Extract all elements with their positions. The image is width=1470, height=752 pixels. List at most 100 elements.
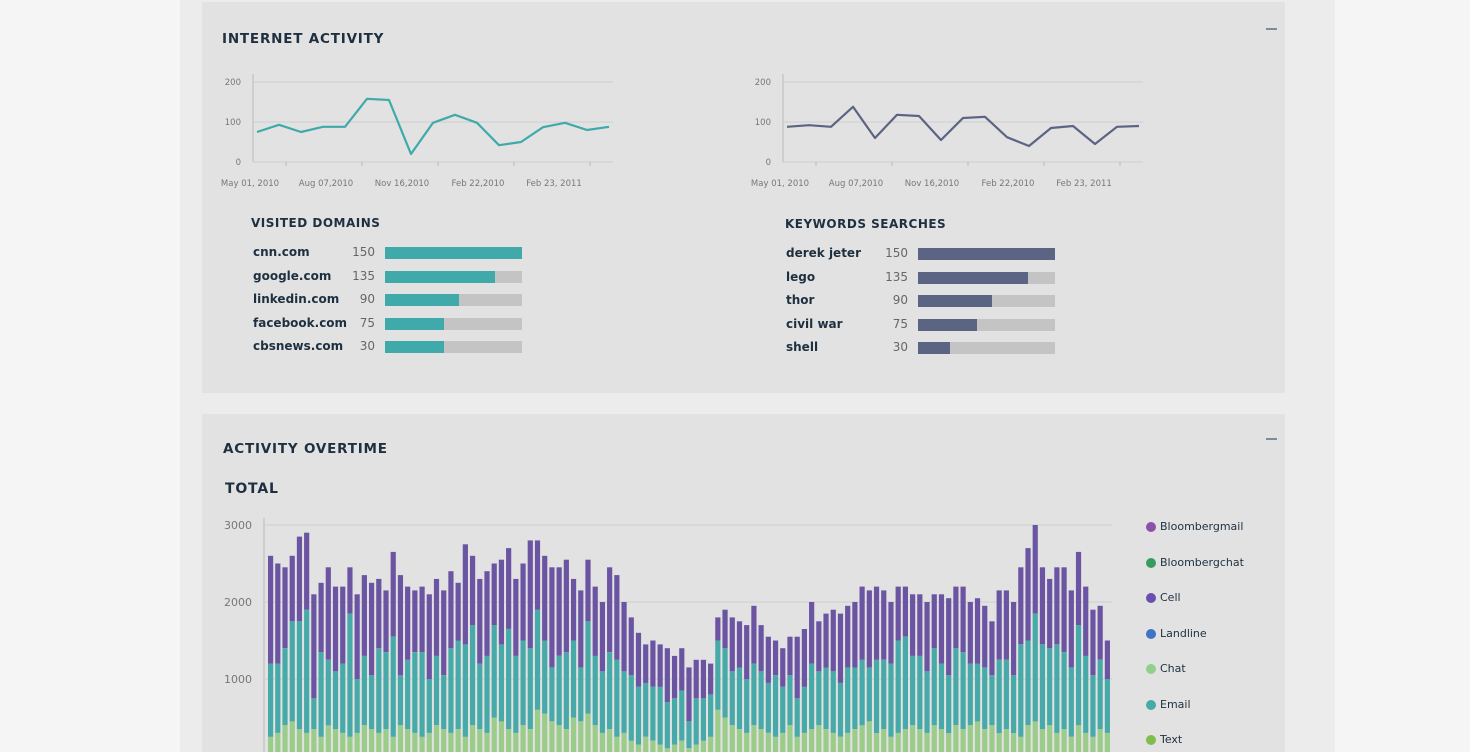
- bar-segment-cell: [1011, 602, 1017, 676]
- bar-segment-email: [520, 640, 526, 726]
- bar-segment-email: [390, 636, 396, 737]
- bar-segment-text: [592, 725, 598, 752]
- bar-segment-text: [801, 732, 807, 752]
- bar-segment-email: [881, 659, 887, 730]
- bar-segment-text: [780, 732, 786, 752]
- bar-segment-text: [318, 736, 324, 752]
- bar-segment-text: [534, 709, 541, 752]
- keyword-row: derek jeter 150: [786, 246, 1066, 262]
- bar-segment-email: [462, 644, 468, 737]
- bar-segment-text: [1018, 736, 1024, 752]
- bar-segment-text: [859, 725, 865, 752]
- domain-value: 30: [359, 339, 375, 354]
- keyword-bar-fill: [918, 318, 977, 331]
- legend-label: Bloombergchat: [1160, 555, 1244, 569]
- bar-segment-email: [845, 667, 851, 733]
- bar-segment-email: [275, 663, 281, 733]
- bar-segment-text: [506, 729, 512, 752]
- right-chart-x-tick: Aug 07,2010: [829, 179, 883, 189]
- bar-segment-text: [794, 736, 800, 752]
- internet-activity-panel: [202, 2, 1285, 393]
- domain-bar-fill: [385, 247, 522, 259]
- bar-segment-email: [542, 640, 548, 714]
- bar-segment-email: [1039, 644, 1046, 730]
- bar-segment-cell: [498, 559, 505, 645]
- bar-segment-email: [837, 682, 844, 737]
- bar-segment-cell: [347, 567, 353, 614]
- bar-segment-email: [614, 659, 620, 737]
- bar-segment-text: [412, 732, 418, 752]
- domain-value: 75: [359, 315, 375, 330]
- keyword-name: thor: [786, 293, 815, 308]
- bar-segment-cell: [960, 586, 966, 653]
- bar-segment-email: [433, 655, 440, 726]
- bar-segment-email: [607, 652, 613, 730]
- bar-segment-email: [1075, 625, 1082, 726]
- bar-segment-email: [917, 655, 923, 730]
- bar-segment-text: [657, 744, 663, 752]
- activity-overtime-stacked-bar-chart: 3000 2000 1000: [224, 518, 1112, 752]
- bar-segment-text: [1061, 729, 1067, 752]
- keyword-value: 75: [892, 316, 908, 331]
- bar-segment-cell: [412, 590, 418, 652]
- bar-segment-cell: [268, 555, 274, 664]
- keyword-value: 135: [885, 269, 908, 284]
- keyword-name: civil war: [786, 316, 843, 331]
- bar-segment-text: [1068, 736, 1074, 752]
- bar-segment-email: [671, 698, 678, 745]
- right-chart-x-tick: Feb 23, 2011: [1056, 179, 1112, 189]
- bar-segment-cell: [1054, 567, 1060, 645]
- keyword-name: derek jeter: [786, 246, 861, 260]
- bar-segment-cell: [368, 582, 375, 676]
- bar-segment-cell: [1047, 578, 1053, 649]
- bar-segment-text: [376, 732, 382, 752]
- legend-label: Chat: [1160, 662, 1186, 675]
- bar-segment-email: [282, 648, 288, 726]
- left-chart-x-tick: Nov 16,2010: [375, 179, 429, 189]
- bar-segment-email: [823, 667, 829, 729]
- bar-segment-text: [823, 729, 829, 752]
- bar-segment-email: [780, 686, 786, 733]
- bar-segment-cell: [765, 636, 771, 683]
- bar-segment-text: [744, 732, 750, 752]
- bar-segment-text: [289, 721, 295, 752]
- keyword-row: lego 135: [786, 270, 1066, 286]
- bar-segment-email: [722, 648, 728, 718]
- bar-segment-cell: [830, 609, 836, 672]
- bar-segment-text: [282, 725, 288, 752]
- bar-segment-cell: [304, 532, 310, 610]
- bar-segment-email: [1097, 659, 1103, 730]
- domain-value: 90: [359, 292, 375, 307]
- right-chart-y-tick: 0: [766, 158, 771, 168]
- collapse-internet-activity-icon[interactable]: [1266, 28, 1277, 30]
- bar-segment-email: [419, 652, 425, 737]
- bar-segment-email: [1083, 655, 1089, 733]
- bar-segment-cell: [1097, 605, 1103, 660]
- bar-segment-cell: [332, 586, 339, 672]
- bar-segment-text: [275, 732, 281, 752]
- bar-segment-email: [318, 652, 324, 737]
- bar-segment-email: [693, 698, 699, 745]
- bar-segment-email: [332, 671, 339, 730]
- bar-segment-cell: [1075, 551, 1082, 626]
- keyword-value: 30: [892, 340, 908, 355]
- bar-segment-cell: [607, 567, 613, 652]
- bar-segment-text: [852, 729, 858, 752]
- bar-segment-text: [1025, 725, 1031, 752]
- bar-segment-email: [268, 663, 274, 737]
- bar-segment-cell: [1039, 567, 1046, 645]
- bar-segment-email: [650, 686, 656, 741]
- collapse-activity-overtime-icon[interactable]: [1266, 438, 1277, 440]
- bar-segment-text: [960, 729, 966, 752]
- bar-segment-email: [549, 667, 555, 722]
- bar-segment-text: [902, 729, 908, 752]
- bar-segment-email: [924, 671, 930, 733]
- bar-segment-email: [513, 655, 519, 733]
- bar-segment-cell: [578, 590, 584, 668]
- bar-segment-email: [974, 663, 981, 722]
- keyword-row: shell 30: [786, 340, 1066, 356]
- bar-y-tick: 1000: [224, 673, 252, 686]
- bar-segment-cell: [902, 586, 908, 637]
- bar-segment-text: [520, 725, 526, 752]
- bar-segment-email: [491, 625, 497, 718]
